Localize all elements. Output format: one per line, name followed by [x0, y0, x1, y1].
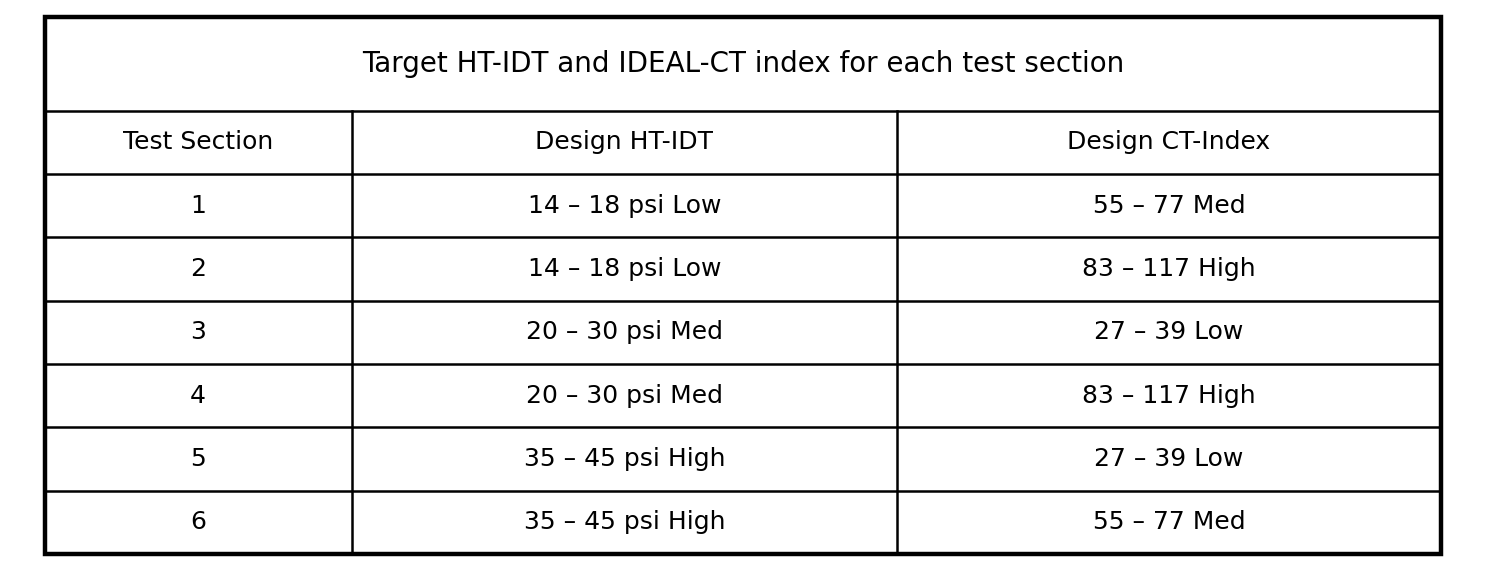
Text: 55 – 77 Med: 55 – 77 Med [1092, 510, 1245, 534]
Text: Target HT-IDT and IDEAL-CT index for each test section: Target HT-IDT and IDEAL-CT index for eac… [363, 50, 1123, 78]
Text: 20 – 30 psi Med: 20 – 30 psi Med [526, 384, 722, 408]
Text: 14 – 18 psi Low: 14 – 18 psi Low [528, 257, 721, 281]
Text: 2: 2 [190, 257, 207, 281]
Text: 27 – 39 Low: 27 – 39 Low [1094, 447, 1244, 471]
Text: 20 – 30 psi Med: 20 – 30 psi Med [526, 320, 722, 344]
Text: Design HT-IDT: Design HT-IDT [535, 130, 713, 154]
Text: 14 – 18 psi Low: 14 – 18 psi Low [528, 194, 721, 218]
Text: 83 – 117 High: 83 – 117 High [1082, 384, 1256, 408]
Text: 55 – 77 Med: 55 – 77 Med [1092, 194, 1245, 218]
Text: 4: 4 [190, 384, 207, 408]
Text: Design CT-Index: Design CT-Index [1067, 130, 1271, 154]
Text: 5: 5 [190, 447, 207, 471]
Text: 35 – 45 psi High: 35 – 45 psi High [523, 447, 725, 471]
Text: 27 – 39 Low: 27 – 39 Low [1094, 320, 1244, 344]
Text: 3: 3 [190, 320, 207, 344]
Text: 1: 1 [190, 194, 207, 218]
Text: 35 – 45 psi High: 35 – 45 psi High [523, 510, 725, 534]
Text: 83 – 117 High: 83 – 117 High [1082, 257, 1256, 281]
Text: 6: 6 [190, 510, 207, 534]
Text: Test Section: Test Section [123, 130, 273, 154]
